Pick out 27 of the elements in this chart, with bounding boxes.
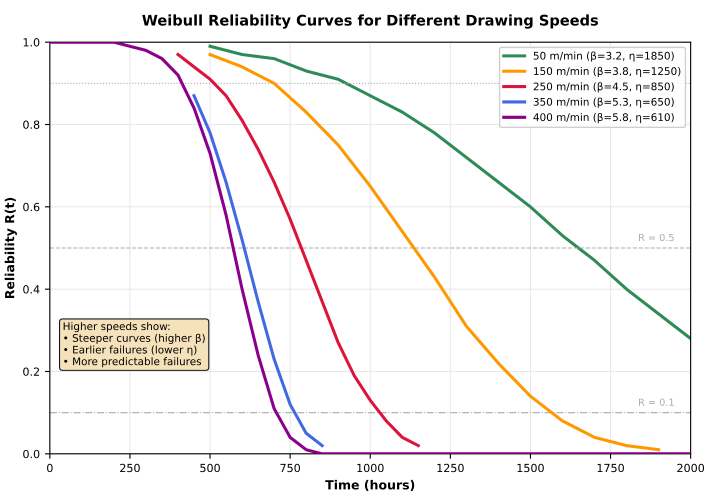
x-tick-label: 1250 xyxy=(437,464,464,472)
y-axis-title: Reliability R(t) xyxy=(4,198,17,298)
y-tick-label: 0.4 xyxy=(23,285,40,294)
y-tick-label: 0.8 xyxy=(23,120,40,129)
x-tick-label: 1750 xyxy=(598,464,624,472)
legend-label: 150 m/min (β=3.8, η=1250) xyxy=(534,66,680,78)
legend-label: 250 m/min (β=4.5, η=850) xyxy=(534,82,674,92)
x-tick-label: 250 xyxy=(120,464,140,472)
x-tick-label: 500 xyxy=(200,464,220,472)
ref-line-label: R = 0.5 xyxy=(639,234,674,242)
y-tick-label: 0.0 xyxy=(23,450,40,458)
ref-line-label: R = 0.1 xyxy=(639,398,674,406)
x-tick-label: 2000 xyxy=(677,464,704,472)
chart-title: Weibull Reliability Curves for Different Drawing Speeds xyxy=(142,14,598,29)
x-tick-label: 0 xyxy=(47,464,53,472)
y-tick-label: 0.6 xyxy=(23,202,40,212)
legend-label: 400 m/min (β=5.8, η=610) xyxy=(533,112,674,124)
line-series xyxy=(208,44,691,340)
x-axis-title: Time (hours) xyxy=(325,480,414,492)
legend-label: 350 m/min (β=5.3, η=650) xyxy=(534,98,674,108)
legend-label: 50 m/min (β=3.2, η=1850) xyxy=(534,52,674,62)
x-tick-label: 1500 xyxy=(518,464,544,472)
x-tick-label: 1000 xyxy=(357,464,384,472)
x-tick-label: 750 xyxy=(280,464,300,472)
y-tick-label: 1.0 xyxy=(24,38,40,47)
y-tick-label: 0.2 xyxy=(23,367,40,376)
annotation: Higher speeds show: • Steeper curves (higher β) • Earlier failures (lower η) • More predictable failures xyxy=(64,322,205,368)
